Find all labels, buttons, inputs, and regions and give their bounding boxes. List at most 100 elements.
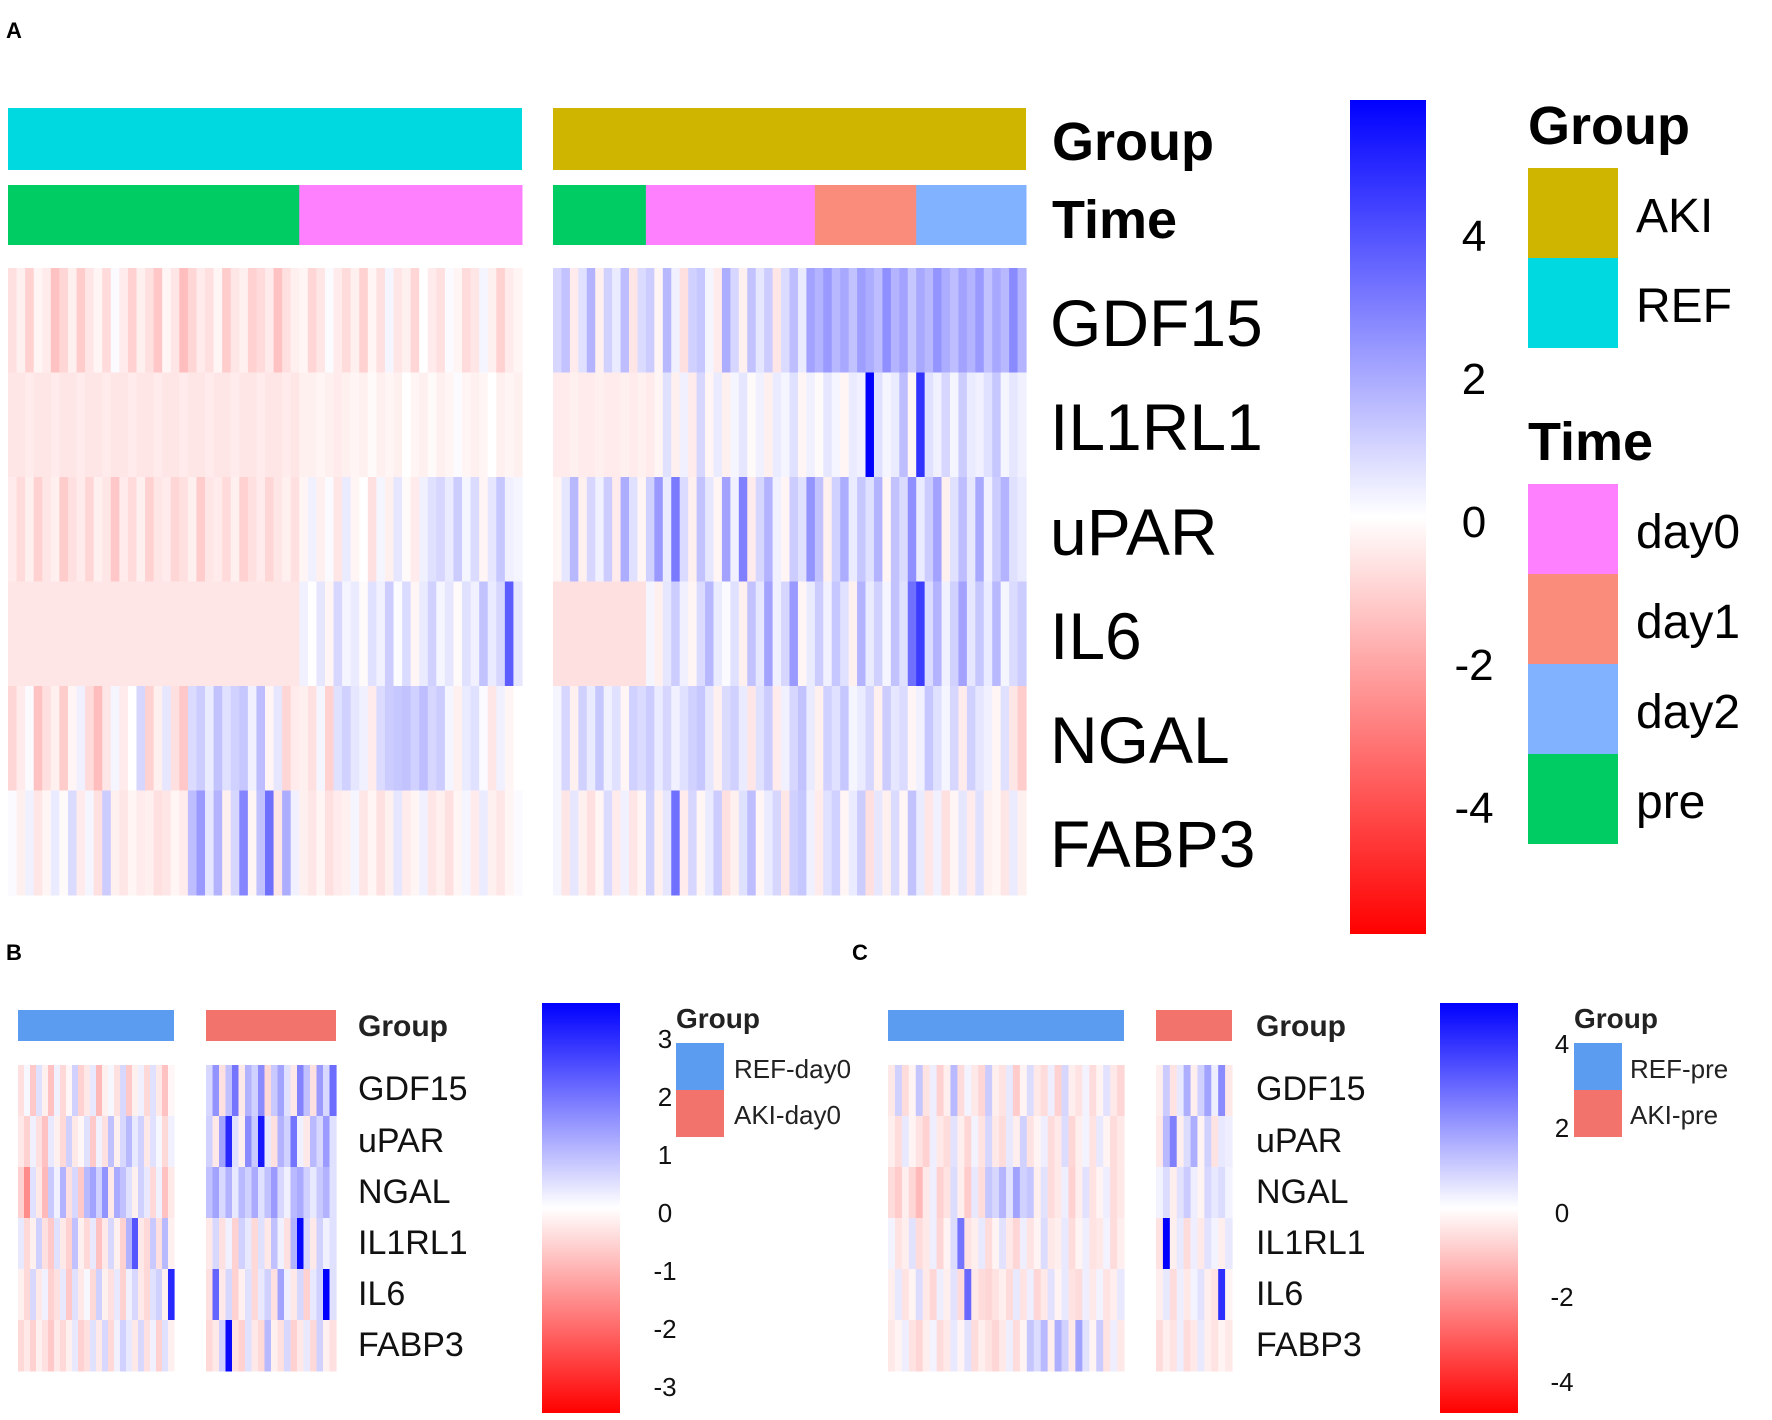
colorbar-a: 4 2 0 -2 -4 <box>1350 100 1494 934</box>
heatmap-a-cell <box>721 686 731 791</box>
heatmap-c-cell <box>1117 1065 1125 1117</box>
heatmap-a-cell <box>299 686 309 791</box>
heatmap-a-cell <box>958 372 968 478</box>
colorbar-a-gradient <box>1350 100 1426 934</box>
heatmap-a-cell <box>806 372 816 478</box>
heatmap-a-cell <box>299 268 309 373</box>
heatmap-b-cell <box>66 1269 73 1321</box>
heatmap-a-cell <box>671 372 681 478</box>
heatmap-a-cell <box>127 372 138 478</box>
heatmap-c-cell <box>964 1218 972 1270</box>
heatmap-b-cell <box>54 1167 61 1219</box>
heatmap-b-cell <box>277 1269 285 1321</box>
heatmap-c-cell <box>1054 1065 1063 1117</box>
heatmap-c-cell <box>1110 1269 1118 1321</box>
heatmap-a-cell <box>772 477 782 582</box>
heatmap-a-cell <box>840 686 850 791</box>
heatmap-a-cell <box>256 581 266 687</box>
heatmap-a-cell <box>239 686 249 791</box>
legend-label-day2: day2 <box>1636 686 1740 739</box>
heatmap-b-cell <box>132 1269 139 1321</box>
heatmap-a-cell <box>196 581 206 687</box>
heatmap-a-cell <box>256 477 266 582</box>
heatmap-b-cell <box>48 1065 55 1117</box>
heatmap-b-cell <box>54 1218 61 1270</box>
legend-label-ref: REF <box>1636 280 1732 333</box>
heatmap-c-cell <box>985 1320 993 1372</box>
heatmap-a-cell <box>992 790 1002 896</box>
heatmap-a-cell <box>470 372 480 478</box>
heatmap-c-cell <box>999 1320 1007 1372</box>
heatmap-c-cell <box>888 1116 896 1168</box>
heatmap-b-cell <box>297 1167 305 1219</box>
heatmap-b-cell <box>36 1167 43 1219</box>
heatmap-c-cell <box>957 1167 965 1219</box>
heatmap-a-cell <box>384 268 395 373</box>
heatmap-a-cell <box>33 372 43 478</box>
heatmap-b-cell <box>102 1320 109 1372</box>
heatmap-c-cell <box>1047 1167 1056 1219</box>
heatmap-a-cell <box>696 581 706 687</box>
heatmap-a-cell <box>333 790 343 896</box>
heatmap-b-cell <box>245 1320 253 1372</box>
heatmap-a-cell <box>230 268 240 373</box>
heatmap-b-cell <box>114 1065 121 1117</box>
heatmap-a-cell <box>59 686 69 791</box>
heatmap-b-cell <box>232 1167 240 1219</box>
heatmap-a-cell <box>848 268 858 373</box>
heatmap-c-cell <box>1061 1320 1070 1372</box>
legend-swatch-ref-pre <box>1574 1043 1622 1090</box>
heatmap-a-cell <box>213 268 223 373</box>
heatmap-a-cell <box>359 790 369 896</box>
heatmap-a-cell <box>444 268 455 373</box>
heatmap-a-cell <box>119 790 129 896</box>
heatmap-a-cell <box>823 581 833 687</box>
heatmap-a-cell <box>110 372 120 478</box>
heatmap-c-cell <box>888 1065 896 1117</box>
heatmap-b-cell <box>24 1167 31 1219</box>
heatmap-c-cell <box>1019 1167 1028 1219</box>
heatmap-a-cell <box>629 581 639 687</box>
heatmap-b-cell <box>144 1116 151 1168</box>
heatmap-b-cell <box>96 1218 103 1270</box>
heatmap-b-cell <box>277 1116 285 1168</box>
row-label-a: uPAR <box>1050 495 1218 569</box>
heatmap-a-cell <box>958 686 968 791</box>
heatmap-a-cell <box>933 686 943 791</box>
heatmap-c-cell <box>1110 1218 1118 1270</box>
heatmap-b-cell <box>316 1065 324 1117</box>
heatmap-a-cell <box>8 790 18 896</box>
heatmap-c <box>888 1065 1233 1372</box>
heatmap-a-cell <box>230 581 240 687</box>
heatmap-b-cell <box>156 1218 163 1270</box>
heatmap-a-cell <box>307 477 317 582</box>
heatmap-a-cell <box>747 581 757 687</box>
heatmap-b-cell <box>66 1167 73 1219</box>
heatmap-a-cell <box>170 790 180 896</box>
heatmap-b-cell <box>219 1320 227 1372</box>
heatmap-a-cell <box>924 581 934 687</box>
heatmap-a-cell <box>603 372 613 478</box>
heatmap-a-cell <box>840 581 850 687</box>
heatmap-a-cell <box>654 581 664 687</box>
heatmap-b-cell <box>290 1320 298 1372</box>
heatmap-b-cell <box>48 1116 55 1168</box>
heatmap-b-cell <box>24 1269 31 1321</box>
heatmap-a-cell <box>992 268 1002 373</box>
heatmap-c-cell <box>1033 1320 1042 1372</box>
heatmap-a-cell <box>688 686 698 791</box>
heatmap-a-cell <box>1000 372 1010 478</box>
heatmap-a-cell <box>1000 477 1010 582</box>
heatmap-b-cell <box>225 1269 233 1321</box>
heatmap-a-cell <box>85 581 95 687</box>
heatmap-b-cell <box>54 1269 61 1321</box>
heatmap-a-cell <box>924 477 934 582</box>
heatmap-a-cell <box>620 372 630 478</box>
heatmap-c-cell <box>1169 1116 1178 1168</box>
heatmap-a-cell <box>187 581 198 687</box>
heatmap-a-cell <box>764 790 774 896</box>
heatmap-a-cell <box>578 581 588 687</box>
heatmap-b-cell <box>36 1116 43 1168</box>
heatmap-a-cell <box>764 372 774 478</box>
heatmap-a-cell <box>586 581 596 687</box>
